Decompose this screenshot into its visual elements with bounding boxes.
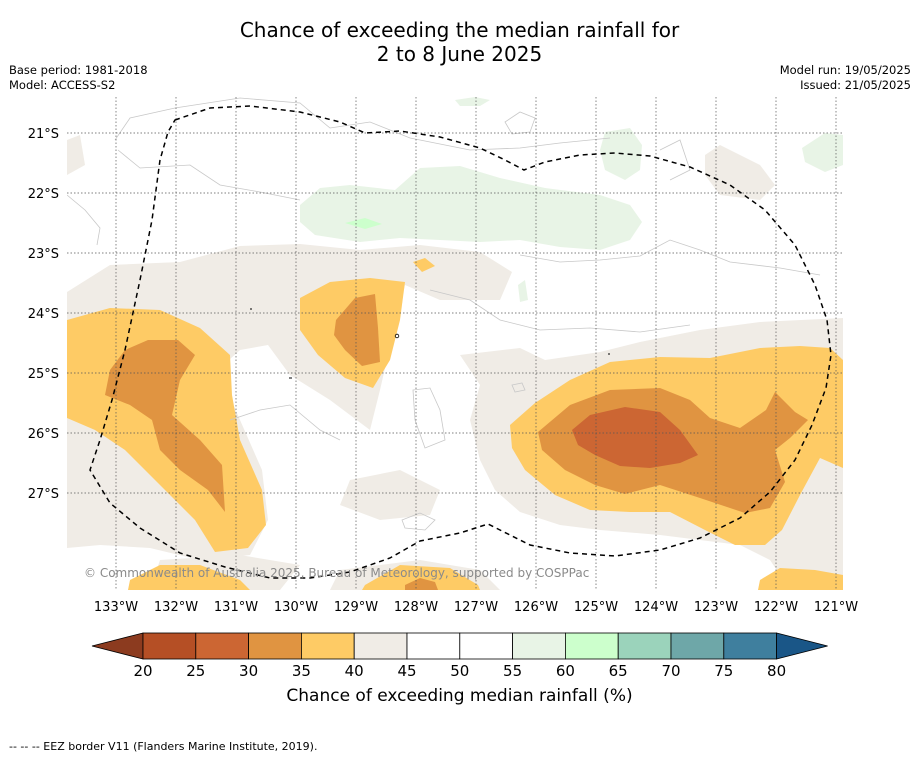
colorbar-tick-label: 40 — [345, 662, 364, 680]
probability-band-60-65 — [345, 218, 382, 229]
colorbar: 20 25 30 35 40 45 50 55 60 65 70 75 80 — [91, 632, 828, 680]
colorbar-cells — [91, 632, 828, 660]
lon-label: 126°W — [514, 600, 558, 615]
map-plot-area: © Commonwealth of Australia 2025, Bureau… — [67, 97, 843, 590]
lat-label: 21°S — [28, 127, 59, 142]
colorbar-label: Chance of exceeding median rainfall (%) — [286, 686, 633, 706]
eez-border — [89, 105, 832, 579]
colorbar-tick-label: 20 — [133, 662, 152, 680]
colorbar-tick-label: 35 — [292, 662, 311, 680]
longitude-labels: 133°W 132°W 131°W 130°W 129°W 128°W 127°… — [94, 600, 858, 615]
colorbar-cell — [723, 632, 777, 660]
colorbar-tick-label: 55 — [503, 662, 522, 680]
eez-border-footnote: -- -- -- EEZ border V11 (Flanders Marine… — [9, 740, 318, 753]
colorbar-tick-label: 80 — [767, 662, 786, 680]
colorbar-tick-label: 25 — [186, 662, 205, 680]
colorbar-cell — [195, 632, 250, 660]
lon-label: 125°W — [574, 600, 618, 615]
colorbar-ticks: 20 25 30 35 40 45 50 55 60 65 70 75 80 — [133, 662, 786, 680]
colorbar-cell — [670, 632, 725, 660]
lon-label: 124°W — [634, 600, 678, 615]
colorbar-cell — [565, 632, 619, 660]
lat-label: 25°S — [28, 367, 59, 382]
lon-label: 128°W — [394, 600, 438, 615]
issued-date: Issued: 21/05/2025 — [800, 78, 911, 92]
lat-label: 23°S — [28, 247, 59, 262]
model-name: Model: ACCESS-S2 — [9, 78, 116, 92]
colorbar-cell — [512, 632, 566, 660]
colorbar-tick-label: 60 — [556, 662, 575, 680]
colorbar-extend-high — [776, 632, 828, 660]
colorbar-tick-label: 45 — [397, 662, 416, 680]
lon-label: 122°W — [754, 600, 798, 615]
lon-label: 132°W — [154, 600, 198, 615]
copyright-notice: © Commonwealth of Australia 2025, Bureau… — [84, 566, 589, 580]
island-markers — [250, 308, 610, 379]
lon-label: 129°W — [334, 600, 378, 615]
model-run: Model run: 19/05/2025 — [779, 63, 911, 77]
colorbar-extend-low — [91, 632, 144, 660]
base-period: Base period: 1981-2018 — [9, 63, 148, 77]
title-line-1: Chance of exceeding the median rainfall … — [239, 18, 680, 42]
lon-label: 121°W — [814, 600, 858, 615]
colorbar-cell — [617, 632, 672, 660]
colorbar-cell — [353, 632, 408, 660]
colorbar-cell — [459, 632, 513, 660]
metadata-right: Model run: 19/05/2025 Issued: 21/05/2025 — [780, 63, 911, 93]
lon-label: 131°W — [214, 600, 258, 615]
lon-label: 130°W — [274, 600, 318, 615]
lon-label: 123°W — [694, 600, 738, 615]
colorbar-tick-label: 30 — [239, 662, 258, 680]
colorbar-tick-label: 75 — [714, 662, 733, 680]
lat-label: 24°S — [28, 307, 59, 322]
colorbar-tick-label: 50 — [450, 662, 469, 680]
colorbar-cell — [248, 632, 302, 660]
title-line-2: 2 to 8 June 2025 — [376, 42, 543, 66]
lat-label: 22°S — [28, 187, 59, 202]
probability-band-25-30 — [572, 407, 698, 468]
metadata-left: Base period: 1981-2018 Model: ACCESS-S2 — [9, 63, 148, 93]
colorbar-tick-label: 65 — [609, 662, 628, 680]
latitude-labels: 21°S 22°S 23°S 24°S 25°S 26°S 27°S — [28, 127, 59, 502]
lon-label: 127°W — [454, 600, 498, 615]
colorbar-cell — [300, 632, 355, 660]
lat-label: 27°S — [28, 487, 59, 502]
lat-label: 26°S — [28, 427, 59, 442]
lon-label: 133°W — [94, 600, 138, 615]
colorbar-tick-label: 70 — [661, 662, 680, 680]
colorbar-cell — [142, 632, 197, 660]
colorbar-cell — [406, 632, 461, 660]
contour-lines — [67, 97, 821, 531]
map-title: Chance of exceeding the median rainfall … — [0, 18, 919, 66]
